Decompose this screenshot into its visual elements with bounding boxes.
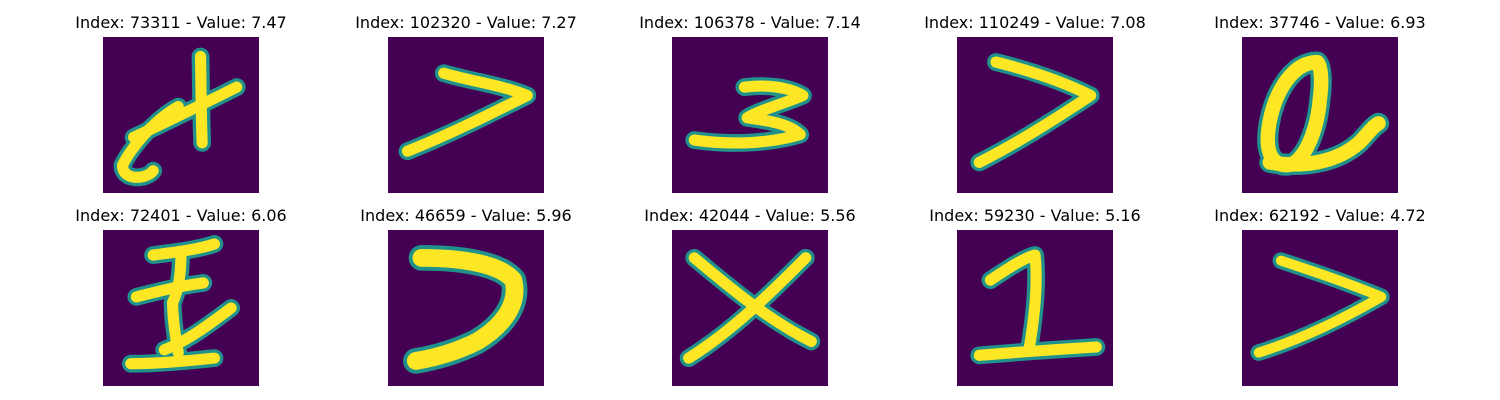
digit-image: [1242, 37, 1398, 193]
handwritten-glyph: [970, 246, 1106, 365]
handwritten-glyph: [121, 235, 241, 373]
panel-title: Index: 37746 - Value: 6.93: [1214, 13, 1426, 32]
digit-image: [103, 37, 259, 193]
handwritten-glyph: [685, 77, 812, 152]
digit-image: [957, 230, 1113, 386]
handwritten-glyph: [1257, 51, 1390, 176]
digit-image: [957, 37, 1113, 193]
digit-image: [672, 230, 828, 386]
panel-title: Index: 72401 - Value: 6.06: [75, 206, 287, 225]
digit-image: [388, 37, 544, 193]
panel-title: Index: 46659 - Value: 5.96: [360, 206, 572, 225]
panel-title: Index: 106378 - Value: 7.14: [639, 13, 861, 32]
digit-image: [388, 230, 544, 386]
panel-title: Index: 42044 - Value: 5.56: [644, 206, 856, 225]
digit-image: [103, 230, 259, 386]
panel-title: Index: 102320 - Value: 7.27: [355, 13, 577, 32]
handwritten-glyph: [970, 53, 1100, 172]
digit-image: [1242, 230, 1398, 386]
panel-title: Index: 110249 - Value: 7.08: [924, 13, 1146, 32]
handwritten-glyph: [1250, 252, 1390, 361]
panel-title: Index: 62192 - Value: 4.72: [1214, 206, 1426, 225]
panel-title: Index: 73311 - Value: 7.47: [75, 13, 287, 32]
handwritten-glyph: [679, 248, 821, 368]
handwritten-glyph: [113, 47, 246, 187]
handwritten-glyph: [403, 245, 528, 374]
digit-image: [672, 37, 828, 193]
panel-title: Index: 59230 - Value: 5.16: [929, 206, 1141, 225]
handwritten-glyph: [398, 64, 537, 161]
